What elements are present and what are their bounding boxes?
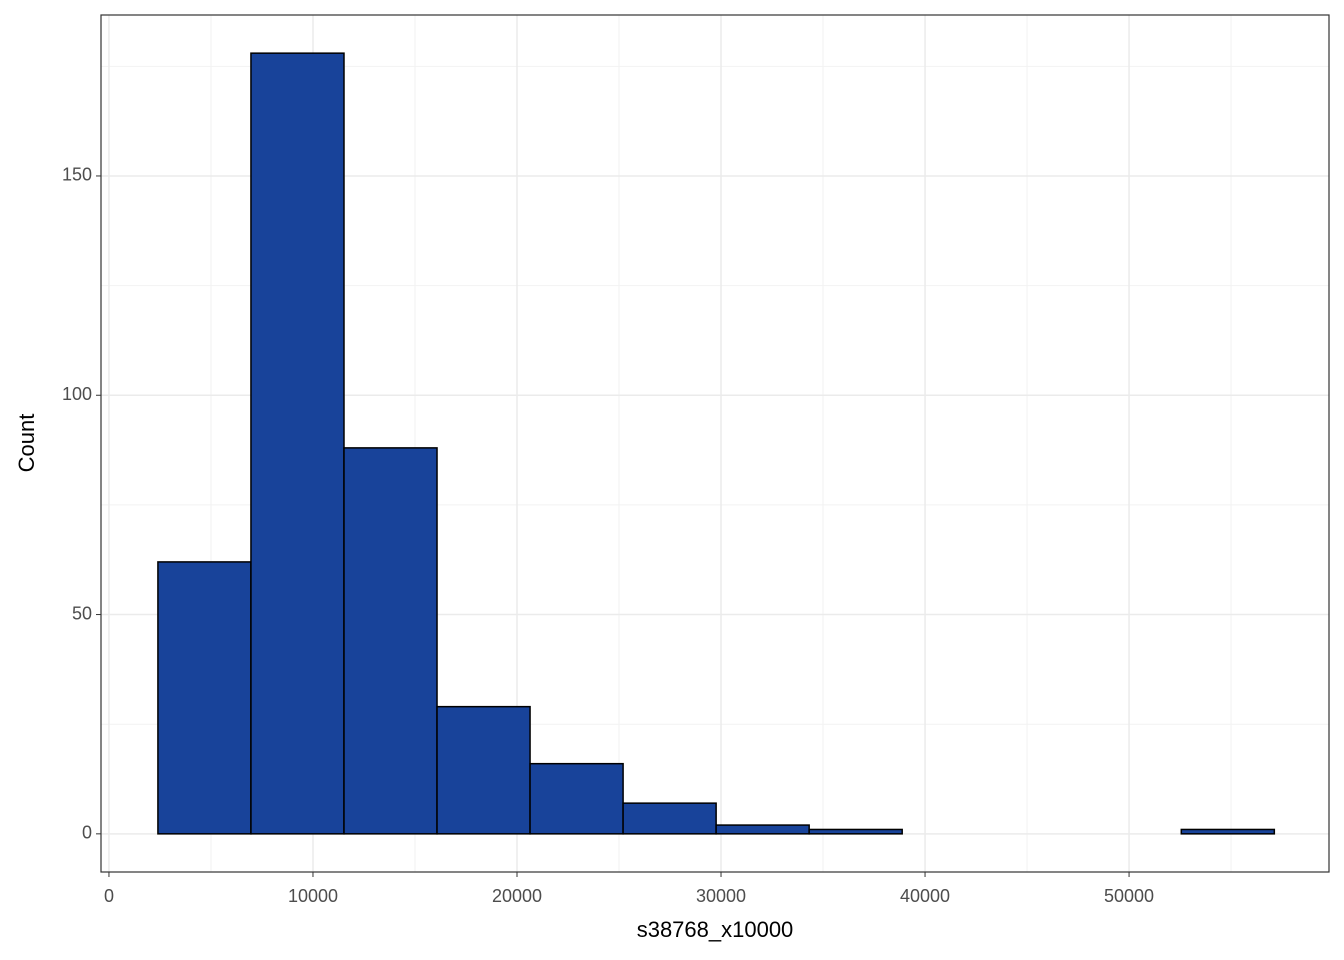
bar [622, 802, 717, 835]
y-tick-label: 50 [72, 603, 92, 623]
bar [1180, 828, 1276, 835]
y-tick-label: 100 [62, 384, 92, 404]
y-tick-label: 150 [62, 165, 92, 185]
bar [343, 447, 438, 835]
x-tick-label: 50000 [1104, 886, 1154, 906]
bar [529, 762, 624, 835]
bar [715, 824, 810, 835]
bar [808, 828, 903, 835]
x-tick-label: 30000 [696, 886, 746, 906]
y-tick-label: 0 [82, 823, 92, 843]
x-axis-title: s38768_x10000 [637, 917, 794, 942]
x-tick-label: 0 [104, 886, 114, 906]
panel-border [100, 14, 1330, 873]
x-tick-label: 40000 [900, 886, 950, 906]
bar [436, 705, 531, 835]
y-axis-title: Count [14, 414, 39, 473]
x-tick-label: 10000 [288, 886, 338, 906]
bar [157, 561, 252, 835]
x-tick-label: 20000 [492, 886, 542, 906]
bar [250, 52, 345, 835]
